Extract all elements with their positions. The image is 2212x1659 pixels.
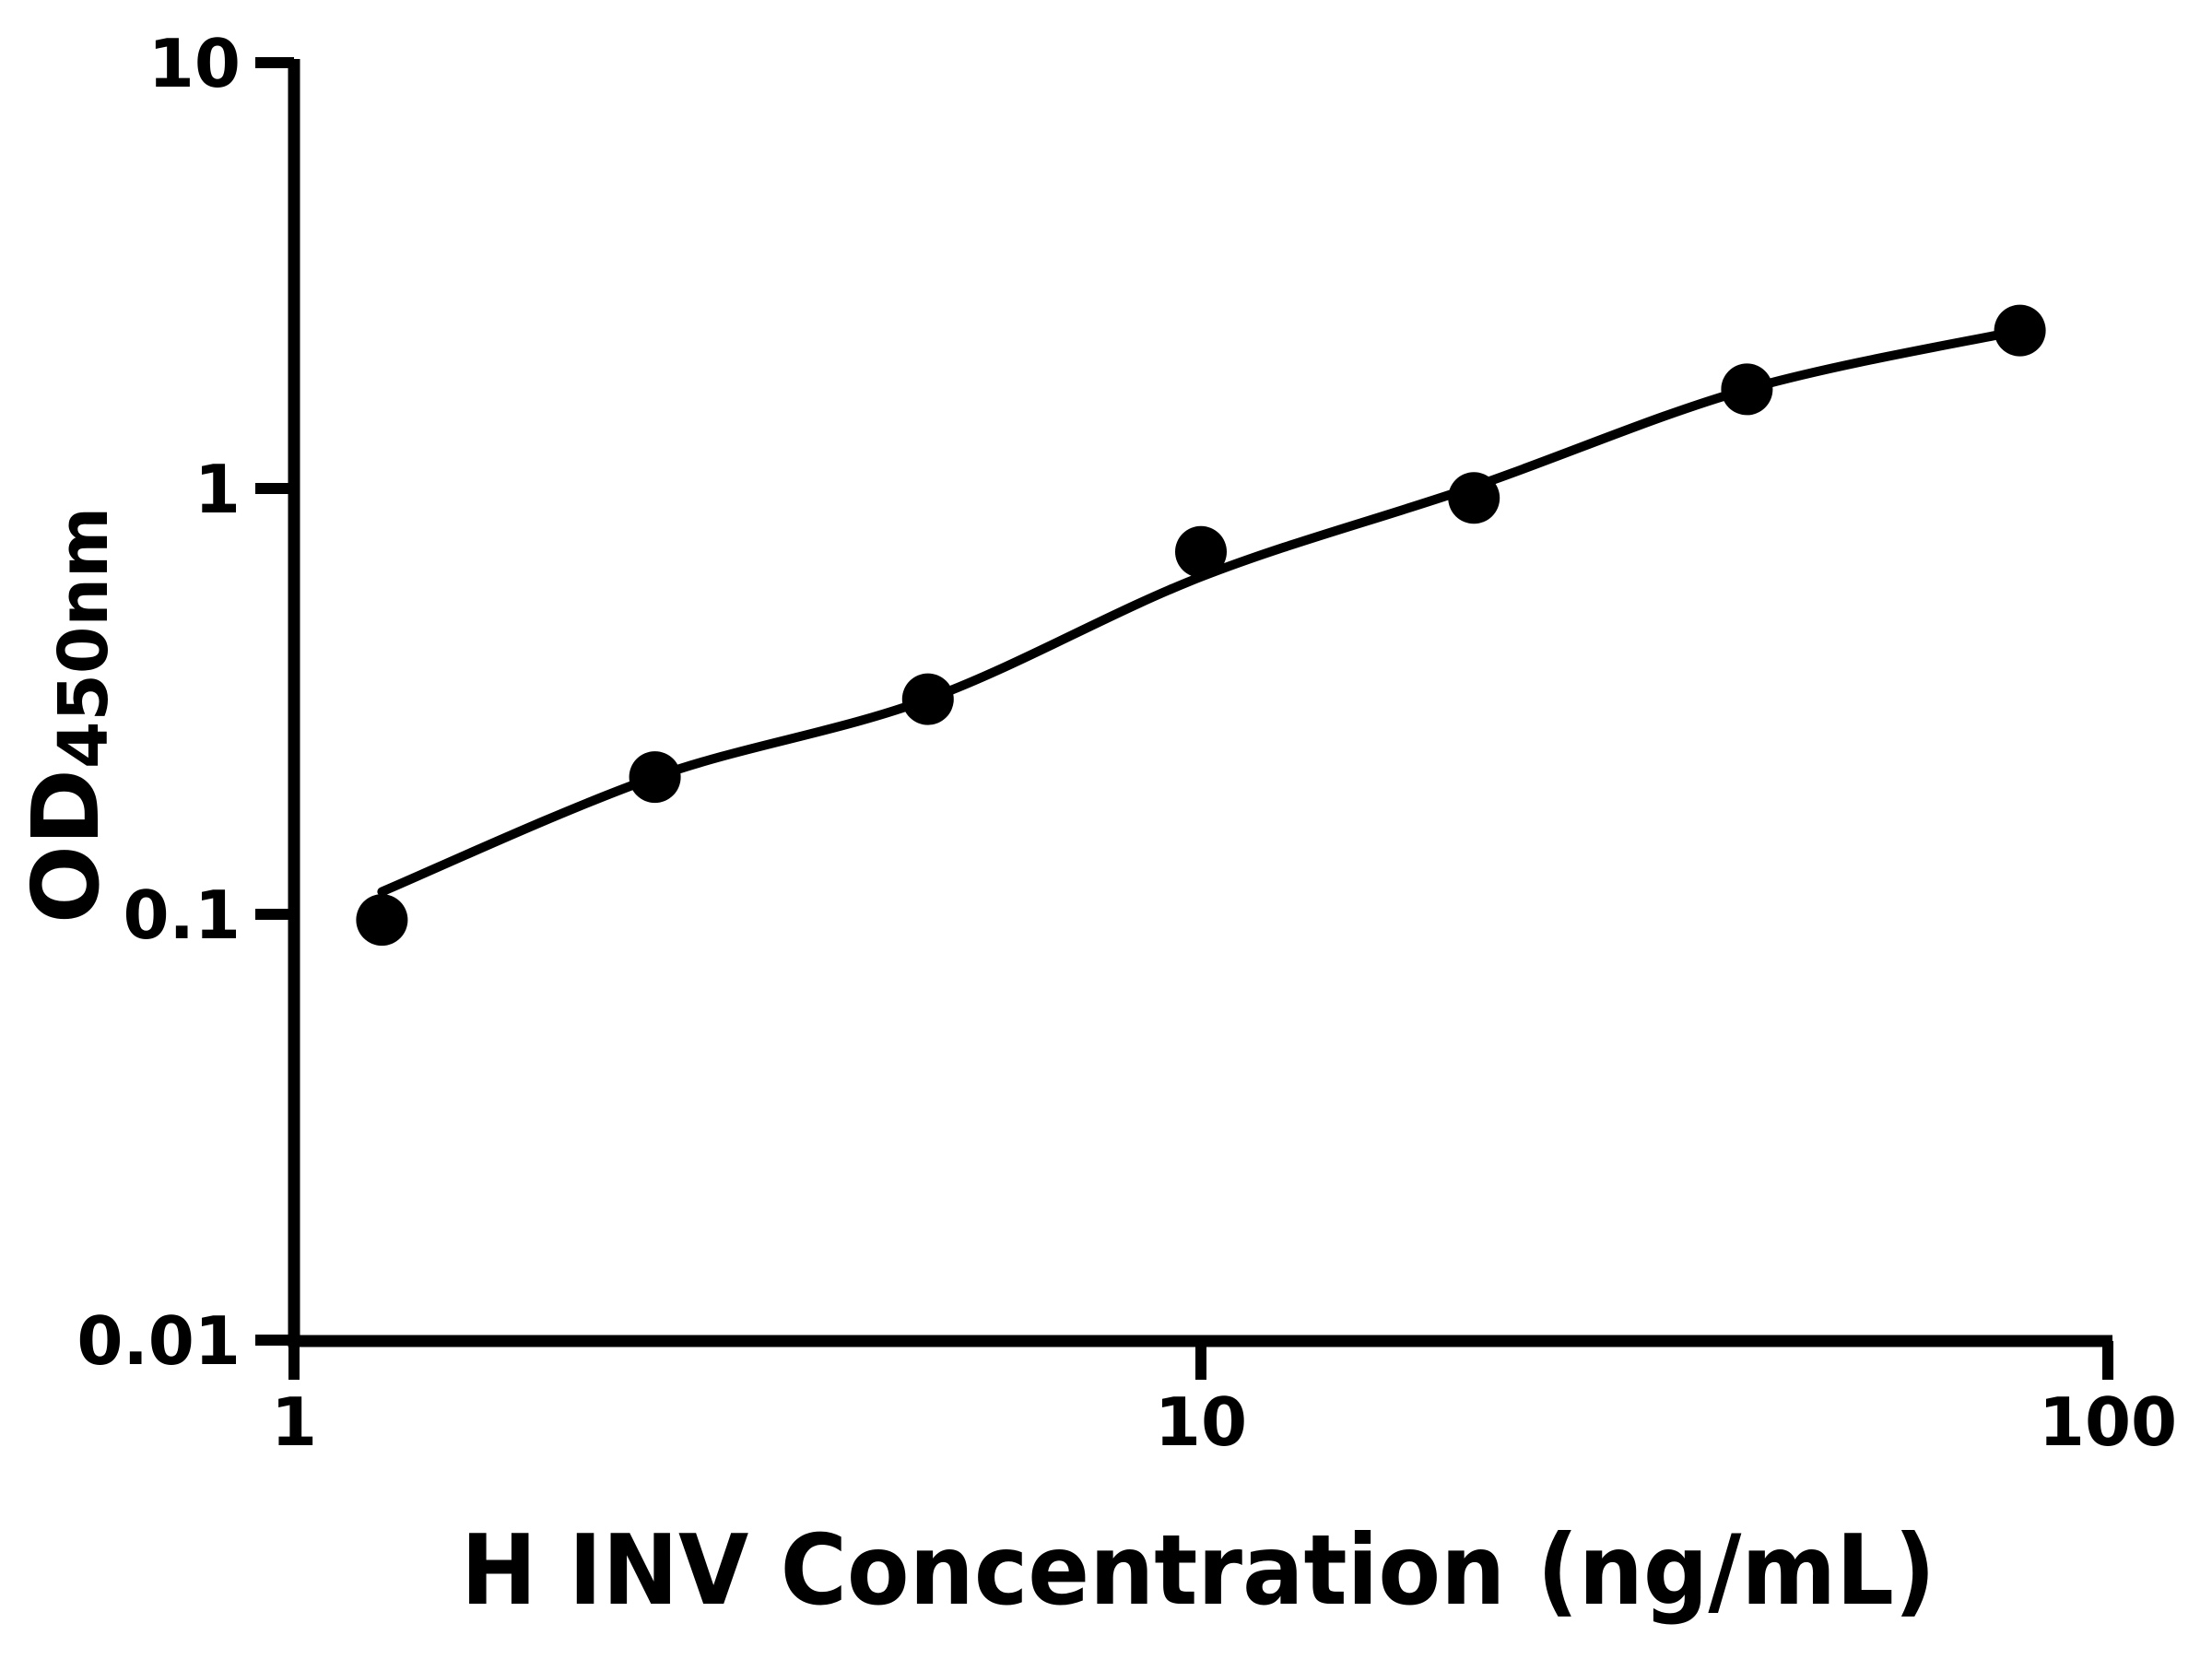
x-axis-title: H INV Concentration (ng/mL) xyxy=(461,1514,1936,1627)
series-layer xyxy=(356,304,2046,947)
data-point-40 xyxy=(1721,363,1773,416)
x-tick-label-100: 100 xyxy=(2039,1383,2177,1461)
fit-curve-line xyxy=(377,325,2025,897)
y-axis-title-subscript: 450nm xyxy=(44,507,124,769)
y-axis-title: OD450nm xyxy=(12,507,124,924)
data-point-80 xyxy=(1994,304,2046,357)
y-tick-label-10: 10 xyxy=(148,25,241,102)
data-point-10 xyxy=(1175,525,1227,578)
data-point-1.25 xyxy=(356,894,408,947)
data-point-20 xyxy=(1448,472,1500,524)
x-tick-label-10: 10 xyxy=(1155,1383,1247,1461)
data-point-5 xyxy=(901,673,954,725)
y-axis-title-main: OD xyxy=(12,769,120,924)
y-tick-label-1: 1 xyxy=(194,451,241,528)
y-tick-label-0.1: 0.1 xyxy=(123,877,241,954)
data-point-2.5 xyxy=(629,751,681,804)
axes-layer: 10 1 0.1 0.01 1 10 100 xyxy=(76,25,2177,1461)
y-tick-label-0.01: 0.01 xyxy=(76,1302,241,1380)
x-tick-label-1: 1 xyxy=(271,1383,317,1461)
